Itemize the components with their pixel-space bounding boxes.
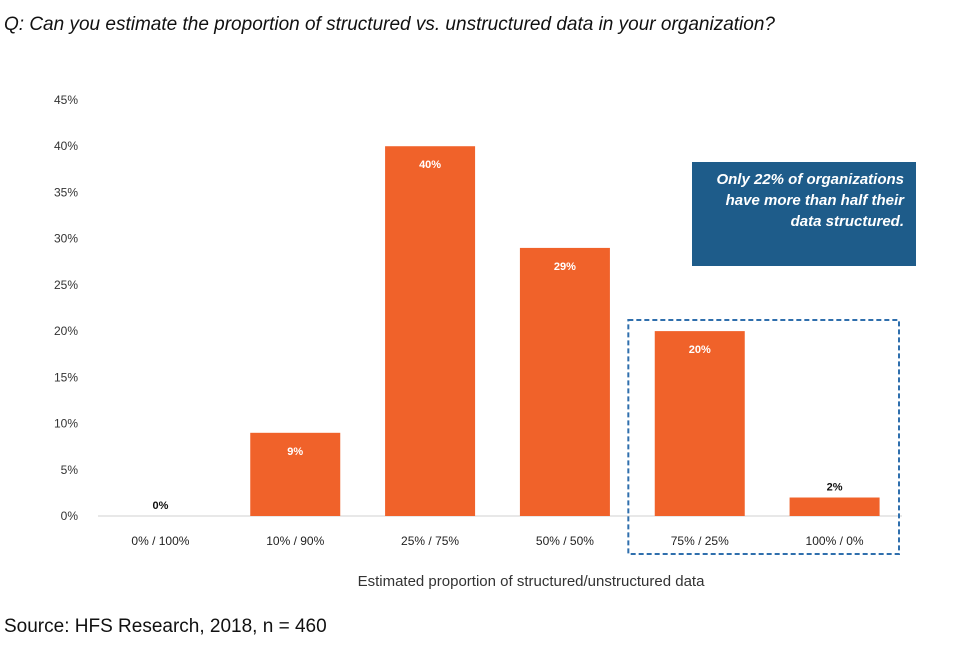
bar xyxy=(385,146,476,516)
x-tick-label: 100% / 0% xyxy=(806,534,864,548)
bar xyxy=(250,432,341,516)
y-tick-label: 30% xyxy=(54,232,78,246)
question-title: Q: Can you estimate the proportion of st… xyxy=(4,14,775,35)
data-label: 0% xyxy=(152,500,168,512)
x-axis: 0% / 100% 10% / 90% 25% / 75% 50% / 50% 75% … xyxy=(131,534,864,548)
bar xyxy=(519,247,610,516)
data-label: 29% xyxy=(554,261,576,273)
source-note: Source: HFS Research, 2018, n = 460 xyxy=(4,616,327,637)
x-tick-label: 75% / 25% xyxy=(671,534,729,548)
data-label: 20% xyxy=(689,344,711,356)
highlight-box xyxy=(627,319,900,555)
x-tick-label: 0% / 100% xyxy=(131,534,189,548)
data-label: 40% xyxy=(419,159,441,171)
x-axis-label: Estimated proportion of structured/unstr… xyxy=(358,573,706,590)
y-tick-label: 10% xyxy=(54,417,78,431)
y-tick-label: 0% xyxy=(61,509,79,523)
data-label: 2% xyxy=(827,482,843,494)
y-axis: 0% 5% 10% 15% 20% 25% 30% 35% 40% 45% xyxy=(54,93,78,523)
y-tick-label: 25% xyxy=(54,278,78,292)
y-tick-label: 15% xyxy=(54,370,78,384)
bar xyxy=(789,497,880,516)
y-tick-label: 5% xyxy=(61,463,79,477)
bars-group: 0% 9% 40% 29% 20% 2% xyxy=(152,146,880,516)
y-tick-label: 35% xyxy=(54,185,78,199)
y-tick-label: 20% xyxy=(54,324,78,338)
y-tick-label: 45% xyxy=(54,93,78,107)
x-tick-label: 10% / 90% xyxy=(266,534,324,548)
y-tick-label: 40% xyxy=(54,139,78,153)
bar-chart: 0% 5% 10% 15% 20% 25% 30% 35% 40% 45% 0% 9% 40% 29% 2… xyxy=(54,93,902,590)
bar xyxy=(654,331,745,516)
data-label: 9% xyxy=(287,446,303,458)
callout-box: Only 22% of organizations have more than… xyxy=(692,162,916,266)
x-tick-label: 25% / 75% xyxy=(401,534,459,548)
x-tick-label: 50% / 50% xyxy=(536,534,594,548)
